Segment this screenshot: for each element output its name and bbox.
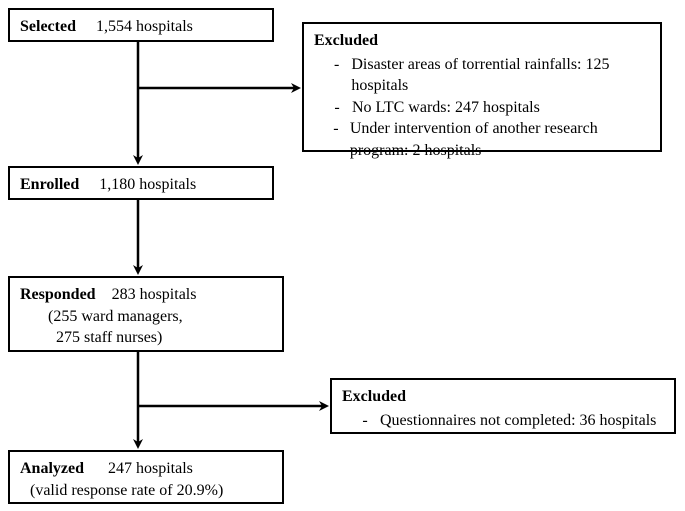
node-selected: Selected 1,554 hospitals: [8, 8, 274, 42]
node-excluded-bottom: Excluded - Questionnaires not completed:…: [330, 378, 676, 434]
dash-icon: -: [360, 410, 370, 432]
dash-icon: -: [332, 118, 340, 161]
node-responded: Responded 283 hospitals (255 ward manage…: [8, 276, 284, 352]
responded-label: Responded: [20, 286, 96, 303]
selected-label: Selected: [20, 16, 76, 38]
analyzed-sub1: (valid response rate of 20.9%): [30, 480, 272, 502]
selected-value: 1,554 hospitals: [96, 16, 193, 38]
excluded2-heading: Excluded: [342, 386, 664, 408]
dash-icon: -: [332, 97, 342, 119]
responded-value: 283 hospitals: [112, 286, 197, 303]
excluded1-item-text: No LTC wards: 247 hospitals: [352, 97, 540, 119]
enrolled-label: Enrolled: [20, 174, 79, 196]
dash-icon: -: [332, 54, 341, 97]
excluded1-item-text: Under intervention of another research p…: [350, 118, 650, 161]
enrolled-value: 1,180 hospitals: [99, 174, 196, 196]
node-analyzed: Analyzed 247 hospitals (valid response r…: [8, 450, 284, 504]
node-excluded-top: Excluded - Disaster areas of torrential …: [302, 22, 662, 152]
excluded2-item: - Questionnaires not completed: 36 hospi…: [360, 410, 664, 432]
responded-sub2: 275 staff nurses): [56, 327, 272, 349]
analyzed-value: 247 hospitals: [108, 460, 193, 477]
excluded1-item-text: Disaster areas of torrential rainfalls: …: [351, 54, 650, 97]
excluded1-item: - No LTC wards: 247 hospitals: [332, 97, 650, 119]
node-enrolled: Enrolled 1,180 hospitals: [8, 166, 274, 200]
excluded1-heading: Excluded: [314, 30, 650, 52]
excluded1-item: - Disaster areas of torrential rainfalls…: [332, 54, 650, 97]
excluded2-item-text: Questionnaires not completed: 36 hospita…: [380, 410, 656, 432]
responded-sub1: (255 ward managers,: [48, 306, 272, 328]
excluded1-item: - Under intervention of another research…: [332, 118, 650, 161]
analyzed-label: Analyzed: [20, 460, 84, 477]
